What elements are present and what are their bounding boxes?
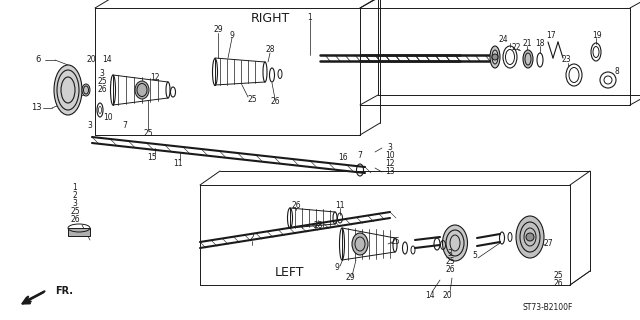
Text: 10: 10 [385,151,395,161]
Text: 5: 5 [472,251,477,260]
Text: 29: 29 [345,274,355,283]
Text: 1: 1 [308,12,312,21]
Text: 21: 21 [522,38,532,47]
Text: 3: 3 [100,69,104,78]
Text: 8: 8 [614,68,620,76]
Text: 7: 7 [358,150,362,159]
Circle shape [526,233,534,241]
Text: 11: 11 [173,158,183,167]
Ellipse shape [54,65,82,115]
Text: 28: 28 [265,45,275,54]
Text: 9: 9 [230,30,234,39]
Ellipse shape [523,50,533,68]
Text: 10: 10 [103,114,113,123]
Text: 25: 25 [390,237,400,246]
Text: LEFT: LEFT [275,266,305,278]
Text: 25: 25 [553,270,563,279]
Text: 3: 3 [447,249,452,258]
Text: 26: 26 [445,265,455,274]
Text: 20: 20 [442,291,452,300]
Text: 25: 25 [247,95,257,105]
Text: 14: 14 [102,55,112,65]
Text: 20: 20 [86,55,96,65]
Text: 29: 29 [213,26,223,35]
Ellipse shape [516,216,544,258]
Text: 25: 25 [445,257,455,266]
Text: 26: 26 [553,278,563,287]
Text: 25: 25 [97,77,107,86]
Bar [68,228,90,236]
Text: 17: 17 [546,30,556,39]
Ellipse shape [490,46,500,68]
Text: FR.: FR. [55,286,73,296]
Text: ST73-B2100F: ST73-B2100F [523,303,573,313]
Text: 9: 9 [335,263,339,273]
Ellipse shape [82,84,90,96]
Text: 26: 26 [291,201,301,210]
Text: 2: 2 [72,191,77,201]
Text: 12: 12 [150,73,160,82]
Text: 6: 6 [35,55,41,65]
Ellipse shape [442,225,467,261]
Circle shape [492,54,498,60]
Text: 11: 11 [335,201,345,210]
Text: 27: 27 [543,238,553,247]
Text: 19: 19 [592,30,602,39]
Text: 26: 26 [97,85,107,94]
Text: 12: 12 [385,159,395,169]
Text: 28: 28 [313,220,323,229]
Text: 24: 24 [498,36,508,44]
Text: 26: 26 [270,98,280,107]
Text: 7: 7 [123,121,127,130]
Text: 25: 25 [70,207,80,217]
Text: 3: 3 [88,121,92,130]
Text: 3: 3 [388,143,392,153]
Text: 3: 3 [72,199,77,209]
Text: 14: 14 [425,291,435,300]
Text: 25: 25 [143,129,153,138]
Text: 15: 15 [147,154,157,163]
Text: 22: 22 [511,43,521,52]
Text: 18: 18 [535,38,545,47]
Text: 13: 13 [31,103,42,113]
Text: 2: 2 [250,234,254,243]
Text: 16: 16 [338,154,348,163]
Text: 26: 26 [70,215,80,225]
Text: 1: 1 [72,183,77,193]
Ellipse shape [135,81,149,99]
Ellipse shape [352,233,368,255]
Text: RIGHT: RIGHT [250,12,290,25]
Text: 23: 23 [561,55,571,65]
Text: 13: 13 [385,167,395,177]
